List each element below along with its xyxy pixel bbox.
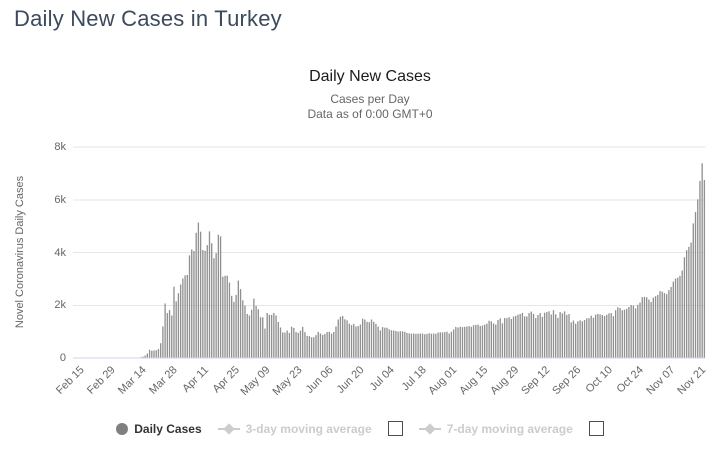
line-diamond-icon — [217, 422, 240, 435]
chart-legend: Daily Cases 3-day moving average 7-day m… — [0, 421, 720, 436]
7day-avg-checkbox[interactable] — [588, 421, 604, 436]
legend-label-daily-cases: Daily Cases — [134, 421, 202, 436]
y-tick-label: 8k — [54, 141, 66, 153]
line-diamond-icon — [418, 422, 441, 435]
legend-item-7day-avg[interactable]: 7-day moving average — [418, 421, 573, 436]
chart-title: Daily New Cases — [309, 68, 431, 85]
chart-subtitle-line1: Cases per Day — [330, 92, 410, 106]
legend-label-3day-avg: 3-day moving average — [245, 421, 372, 436]
legend-label-7day-avg: 7-day moving average — [446, 421, 573, 436]
3day-avg-checkbox[interactable] — [387, 421, 403, 436]
legend-item-3day-avg[interactable]: 3-day moving average — [217, 421, 372, 436]
daily-cases-marker-icon — [116, 422, 129, 435]
y-tick-label: 2k — [54, 299, 66, 312]
daily-cases-bars — [128, 163, 706, 358]
y-tick-label: 4k — [54, 246, 66, 259]
y-tick-label: 0 — [59, 352, 66, 364]
legend-item-daily-cases[interactable]: Daily Cases — [116, 421, 202, 436]
y-tick-label: 6k — [54, 193, 66, 206]
chart-subtitle-line2: Data as of 0:00 GMT+0 — [307, 107, 433, 121]
page-title: Daily New Cases in Turkey — [14, 6, 282, 31]
